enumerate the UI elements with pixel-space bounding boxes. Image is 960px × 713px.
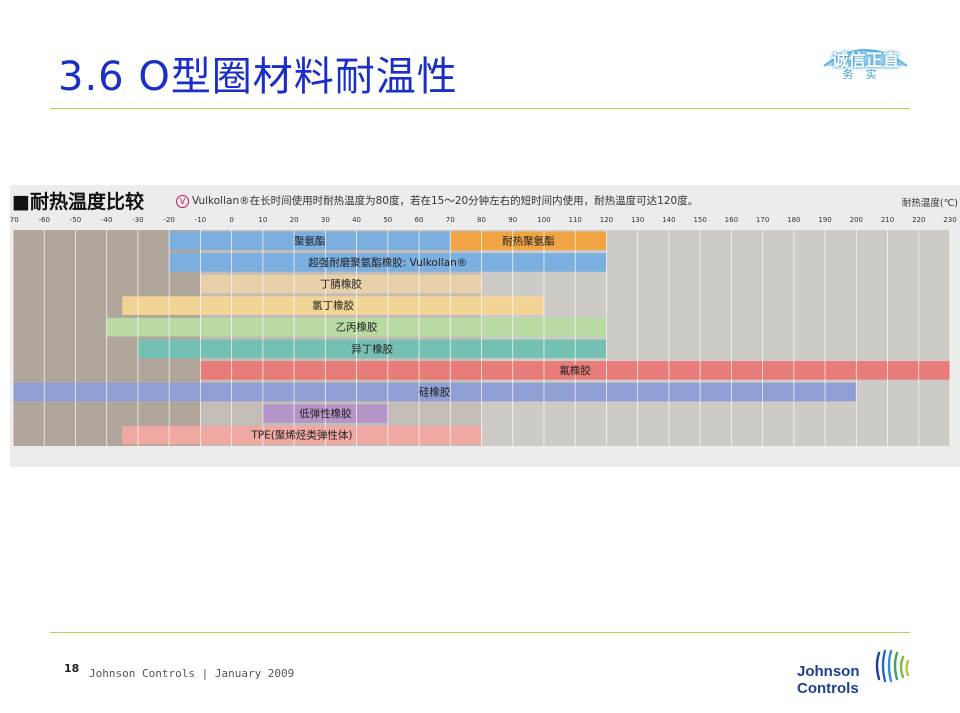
- range-bar-label-top: 硅橡胶: [419, 386, 451, 399]
- x-tick-label: 200: [850, 216, 863, 224]
- x-tick-label: 50: [383, 216, 392, 224]
- chart-title: ■耐热温度比较: [12, 191, 144, 213]
- heat-resistance-chart: ■耐热温度比较 V Vulkollan®在长时间使用时耐热温度为80度，若在15～…: [10, 185, 960, 467]
- range-bar-label-top: 丁腈橡胶: [320, 278, 362, 291]
- range-bar-label-top: 低弹性橡胶: [299, 407, 352, 420]
- badge-sub-text: 务实: [842, 68, 889, 81]
- logo-swirl-icon: [875, 649, 910, 683]
- x-tick-label: 130: [631, 216, 644, 224]
- x-tick-label: 100: [537, 216, 550, 224]
- x-tick-label: -50: [70, 216, 81, 224]
- chart-plot: -70 -60 -50 -40 -30 -20 -10 0 10 20 30 40 50 60 70 80 90…: [10, 216, 957, 446]
- range-bar-label-top: 乙丙橡胶: [336, 321, 378, 334]
- range-bar-label-top: 氟橡胶: [559, 364, 591, 377]
- x-tick-label: 120: [600, 216, 613, 224]
- x-tick-label: 70: [446, 216, 455, 224]
- x-tick-label: 40: [352, 216, 361, 224]
- range-bar: [122, 425, 482, 445]
- x-tick-label: -30: [132, 216, 143, 224]
- range-bar: [200, 274, 482, 294]
- footer-text: Johnson Controls | January 2009: [89, 667, 295, 680]
- integrity-badge: 诚信正直 务实: [818, 40, 913, 84]
- chart-note: V Vulkollan®在长时间使用时耐热温度为80度，若在15～20分钟左右的短…: [176, 193, 698, 208]
- x-tick-label: 30: [321, 216, 330, 224]
- johnson-controls-logo: Johnson Controls: [797, 647, 915, 703]
- x-tick-label: 180: [787, 216, 800, 224]
- x-tick-label: 80: [477, 216, 486, 224]
- x-tick-label: 150: [693, 216, 706, 224]
- title-rule: [50, 108, 910, 109]
- slide-title: 3.6 O型圈材料耐温性: [58, 54, 458, 100]
- chart-note-text: Vulkollan®在长时间使用时耐热温度为80度，若在15～20分钟左右的短时…: [192, 195, 699, 207]
- x-tick-label: 140: [662, 216, 675, 224]
- range-bar-label-top: 氯丁橡胶: [312, 299, 354, 312]
- range-bar-label-top: 耐热聚氨酯: [502, 234, 555, 247]
- x-tick-label: 170: [756, 216, 769, 224]
- range-bar-label-top: 超强耐磨聚氨酯橡胶: Vulkollan®: [308, 256, 467, 269]
- badge-main-text: 诚信正直: [831, 51, 900, 71]
- trademark-icon: V: [176, 194, 189, 208]
- x-tick-label: 230: [943, 216, 956, 224]
- footer-rule: [50, 632, 910, 633]
- badge-arc-icon: [823, 49, 908, 67]
- range-bar: [13, 382, 857, 402]
- x-tick-label: 0: [229, 216, 233, 224]
- x-tick-label: 110: [569, 216, 582, 224]
- range-bar: [450, 231, 607, 251]
- x-tick-label: -70: [10, 216, 19, 224]
- x-tick-label: 160: [725, 216, 738, 224]
- range-bar-label-top: 聚氨酯: [294, 234, 326, 247]
- x-tick-label: -40: [101, 216, 112, 224]
- x-tick-label: 20: [290, 216, 299, 224]
- x-tick-label: 190: [818, 216, 831, 224]
- x-tick-label: 60: [415, 216, 424, 224]
- range-bar: [169, 231, 451, 251]
- x-tick-label: -20: [163, 216, 174, 224]
- x-tick-label: -60: [39, 216, 50, 224]
- range-bar: [122, 296, 544, 315]
- x-tick-label: 220: [912, 216, 925, 224]
- x-tick-label: 10: [258, 216, 267, 224]
- range-bar-label-top: TPE(聚烯烃类弹性体): [250, 429, 352, 442]
- logo-wordmark: Johnson Controls: [797, 663, 860, 697]
- x-axis-label: 耐热温度(℃): [901, 198, 958, 209]
- x-tick-label: -10: [195, 216, 206, 224]
- x-tick-label: 90: [508, 216, 517, 224]
- x-tick-label: 210: [881, 216, 894, 224]
- range-bar: [137, 339, 607, 359]
- page-number: 18: [64, 662, 80, 675]
- range-bar-label-top: 异丁橡胶: [351, 342, 393, 355]
